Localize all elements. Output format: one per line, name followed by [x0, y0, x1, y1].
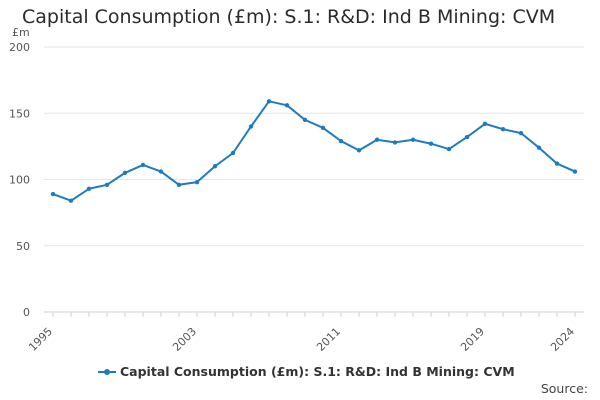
x-tick-label: 1995	[26, 325, 55, 354]
x-tick-label: 2019	[458, 325, 487, 354]
data-point[interactable]	[446, 146, 452, 152]
x-tick-label: 2003	[170, 325, 199, 354]
legend-swatch	[98, 367, 116, 377]
grid-layer	[44, 46, 584, 247]
data-point[interactable]	[320, 125, 326, 131]
data-point[interactable]	[374, 137, 380, 142]
series-line	[52, 100, 576, 202]
data-point[interactable]	[284, 103, 290, 108]
data-point[interactable]	[194, 179, 200, 185]
data-point[interactable]	[212, 164, 218, 169]
data-point[interactable]	[464, 134, 470, 140]
y-tick-label: 100	[9, 174, 30, 187]
y-tick-label: 200	[9, 41, 30, 54]
data-point[interactable]	[482, 121, 488, 127]
data-point[interactable]	[248, 124, 254, 129]
axis-layer: £m 0 50 100 150 200 1995 2003 2011 2019 2024	[9, 26, 584, 354]
data-point[interactable]	[50, 191, 56, 197]
data-point[interactable]	[554, 161, 560, 166]
data-point[interactable]	[140, 162, 146, 168]
data-point[interactable]	[536, 145, 542, 150]
x-tick-label: 2024	[548, 325, 577, 354]
source-label: Source:	[540, 381, 588, 396]
data-point[interactable]	[158, 169, 164, 174]
data-point[interactable]	[266, 99, 272, 104]
y-tick-label: 150	[9, 107, 30, 120]
chart-title: Capital Consumption (£m): S.1: R&D: Ind …	[22, 6, 556, 28]
legend-label: Capital Consumption (£m): S.1: R&D: Ind …	[120, 364, 515, 379]
series-layer	[50, 99, 578, 203]
data-point[interactable]	[122, 170, 128, 176]
data-point[interactable]	[392, 140, 398, 145]
legend[interactable]: Capital Consumption (£m): S.1: R&D: Ind …	[98, 364, 515, 379]
data-point[interactable]	[302, 117, 308, 123]
data-point[interactable]	[410, 137, 416, 142]
data-point[interactable]	[68, 198, 74, 203]
data-point[interactable]	[518, 130, 524, 136]
data-point[interactable]	[86, 186, 92, 191]
x-tick-label: 2011	[314, 325, 343, 354]
data-point[interactable]	[176, 182, 182, 187]
data-point[interactable]	[500, 126, 506, 132]
y-tick-label: 50	[16, 240, 30, 253]
data-point[interactable]	[572, 169, 578, 174]
y-axis-unit-label: £m	[12, 26, 30, 39]
data-point[interactable]	[338, 138, 344, 144]
data-point[interactable]	[356, 148, 362, 153]
data-point[interactable]	[428, 141, 434, 146]
y-tick-label: 0	[23, 306, 30, 319]
data-point[interactable]	[104, 182, 110, 187]
data-point[interactable]	[230, 150, 236, 156]
